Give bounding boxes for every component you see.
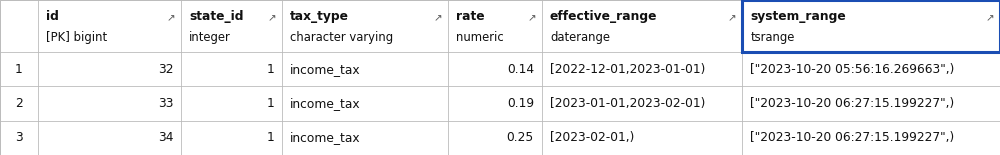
Text: [2022-12-01,2023-01-01): [2022-12-01,2023-01-01) [550,63,705,76]
Text: 2: 2 [15,97,23,110]
Text: 3: 3 [15,131,23,144]
Text: character varying: character varying [290,31,393,44]
Text: ["2023-10-20 05:56:16.269663",): ["2023-10-20 05:56:16.269663",) [750,63,955,76]
Text: income_tax: income_tax [290,97,361,110]
Text: tsrange: tsrange [750,31,795,44]
Text: ↗: ↗ [985,14,994,24]
Text: id: id [46,10,59,23]
Text: ↗: ↗ [166,14,175,24]
Text: ↗: ↗ [728,14,736,24]
Text: ↗: ↗ [527,14,536,24]
Text: income_tax: income_tax [290,63,361,76]
Text: [2023-01-01,2023-02-01): [2023-01-01,2023-02-01) [550,97,705,110]
Text: 32: 32 [158,63,173,76]
Text: 0.19: 0.19 [507,97,534,110]
Text: 0.25: 0.25 [507,131,534,144]
Text: ↗: ↗ [267,14,276,24]
Text: ↗: ↗ [433,14,442,24]
Text: effective_range: effective_range [550,10,657,23]
Text: [2023-02-01,): [2023-02-01,) [550,131,634,144]
Text: rate: rate [456,10,485,23]
Bar [742,0,1000,52]
Text: ["2023-10-20 06:27:15.199227",): ["2023-10-20 06:27:15.199227",) [750,131,955,144]
Text: [PK] bigint: [PK] bigint [46,31,107,44]
Text: 34: 34 [158,131,173,144]
Text: numeric: numeric [456,31,504,44]
Text: daterange: daterange [550,31,610,44]
Text: 1: 1 [266,97,274,110]
Text: tax_type: tax_type [290,10,349,23]
Text: system_range: system_range [750,10,846,23]
Text: integer: integer [189,31,231,44]
Text: 33: 33 [158,97,173,110]
Text: 1: 1 [15,63,23,76]
Text: 0.14: 0.14 [507,63,534,76]
Text: 1: 1 [266,63,274,76]
Text: 1: 1 [266,131,274,144]
Text: state_id: state_id [189,10,244,23]
Text: income_tax: income_tax [290,131,361,144]
Text: ["2023-10-20 06:27:15.199227",): ["2023-10-20 06:27:15.199227",) [750,97,955,110]
